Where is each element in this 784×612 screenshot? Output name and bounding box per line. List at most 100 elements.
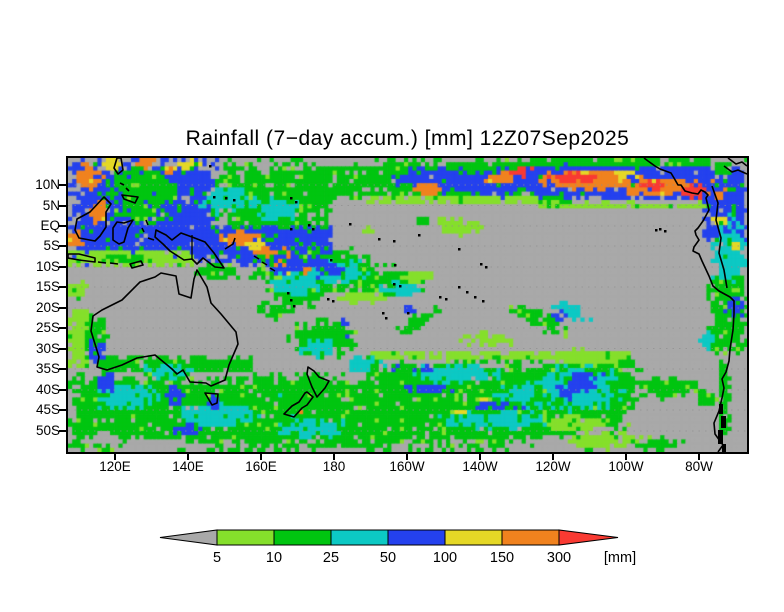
coastline-new-guinea [154, 229, 225, 269]
island-dot [327, 298, 330, 301]
coastline-south-america-coast [643, 158, 735, 452]
lat-tick-label: 5S [43, 238, 60, 253]
island-dot [233, 199, 236, 202]
island-dot [393, 283, 396, 286]
andes-ice-patch [721, 416, 726, 428]
lat-tick-mark [59, 266, 66, 268]
page-title: Rainfall (7−day accum.) [mm] 12Z07Sep202… [185, 127, 630, 150]
island-dot [293, 305, 296, 308]
island-dot [458, 286, 461, 289]
colorbar-segment-yellow [444, 529, 503, 546]
island-dot [295, 201, 298, 204]
lat-tick-label: 30S [35, 340, 60, 356]
island-dot [394, 264, 397, 267]
colorbar-threshold-label: 150 [490, 550, 514, 566]
lat-tick-label: 10N [35, 177, 60, 192]
lat-tick-label: 40S [35, 382, 60, 397]
colorbar-segment-cyan [330, 529, 389, 546]
coastline-borneo [74, 196, 112, 242]
island-dot [290, 197, 293, 200]
coastline-java-sunda [68, 253, 144, 269]
coastline-australia [90, 269, 239, 387]
colorbar-threshold-label: 300 [547, 550, 571, 566]
island-dot [655, 229, 658, 232]
lon-tick-mark [333, 454, 335, 460]
coastline-overlay [68, 158, 747, 452]
island-dot [480, 263, 483, 266]
map-frame [66, 156, 749, 454]
island-dot [378, 238, 381, 241]
colorbar-segment-green [273, 529, 332, 546]
island-dot [213, 196, 216, 199]
colorbar-threshold-label: 10 [266, 550, 282, 566]
colorbar-right-arrow [558, 529, 619, 546]
lat-tick-mark [59, 245, 66, 247]
colorbar-threshold-label: 25 [323, 550, 339, 566]
lon-tick-label: 100W [608, 459, 644, 474]
lon-tick-label: 160W [389, 459, 425, 474]
lon-tick-mark [406, 454, 408, 460]
lon-tick-label: 160E [245, 459, 277, 474]
lat-tick-mark [59, 327, 66, 329]
lat-tick-label: EQ [40, 218, 60, 233]
island-dot [308, 224, 311, 227]
island-dot [445, 298, 448, 301]
lat-tick-label: 50S [35, 423, 60, 438]
lat-tick-label: 15S [35, 279, 60, 294]
coastline-philippines [113, 158, 139, 204]
coastline-bismarck-solomons [224, 237, 276, 272]
island-dot [664, 230, 667, 233]
island-dot [485, 266, 488, 269]
island-dot [418, 234, 421, 237]
lat-tick-mark [59, 307, 66, 309]
island-dot [225, 197, 228, 200]
colorbar-segment-lgreen [216, 529, 275, 546]
colorbar: 5 10 25 50 100 150 300 [mm] [159, 529, 636, 566]
coastline-moluccas [141, 219, 155, 241]
lat-tick-mark [59, 204, 66, 207]
lat-tick-mark [59, 368, 66, 370]
lat-tick-mark [59, 286, 66, 288]
andes-ice-patch [722, 444, 726, 452]
coastline-sulawesi [112, 219, 134, 245]
island-dot [382, 312, 385, 315]
lon-tick-mark [260, 454, 262, 460]
island-dot [466, 291, 469, 294]
lat-tick-label: 25S [35, 320, 60, 335]
island-dot [349, 223, 352, 226]
island-dot [393, 240, 396, 243]
island-dot [330, 259, 333, 262]
lon-tick-mark [187, 454, 189, 460]
island-dot [290, 228, 293, 231]
coastline-andes-ridge [711, 185, 728, 289]
colorbar-threshold-label: 100 [433, 550, 457, 566]
island-dot [474, 296, 477, 299]
island-dot [659, 228, 662, 231]
colorbar-segment-blue [387, 529, 446, 546]
island-dot [482, 300, 485, 303]
lat-tick-mark [59, 389, 66, 391]
island-dot [458, 248, 461, 251]
lat-tick-label: 10S [35, 259, 60, 274]
colorbar-left-arrow [159, 529, 218, 546]
lat-tick-mark [59, 347, 66, 350]
rainfall-raster [68, 158, 747, 452]
lon-tick-mark [625, 454, 627, 460]
lon-tick-label: 180 [322, 459, 346, 474]
colorbar-segment-orange [501, 529, 560, 546]
coastline-nz-north-island [306, 366, 330, 398]
colorbar-threshold-label: 50 [380, 550, 396, 566]
lat-tick-mark [59, 184, 66, 186]
andes-ice-patch [719, 404, 723, 414]
lat-tick-label: 45S [35, 402, 60, 417]
lat-tick-mark [59, 225, 66, 227]
coastline-caribbean-coast [723, 158, 747, 175]
island-dot [209, 165, 212, 168]
island-dot [439, 296, 442, 299]
island-dot [332, 300, 335, 303]
lat-tick-label: 35S [35, 361, 60, 376]
andes-ice-patch [718, 430, 723, 444]
lon-tick-label: 120W [535, 459, 571, 474]
lon-tick-label: 140W [462, 459, 498, 474]
